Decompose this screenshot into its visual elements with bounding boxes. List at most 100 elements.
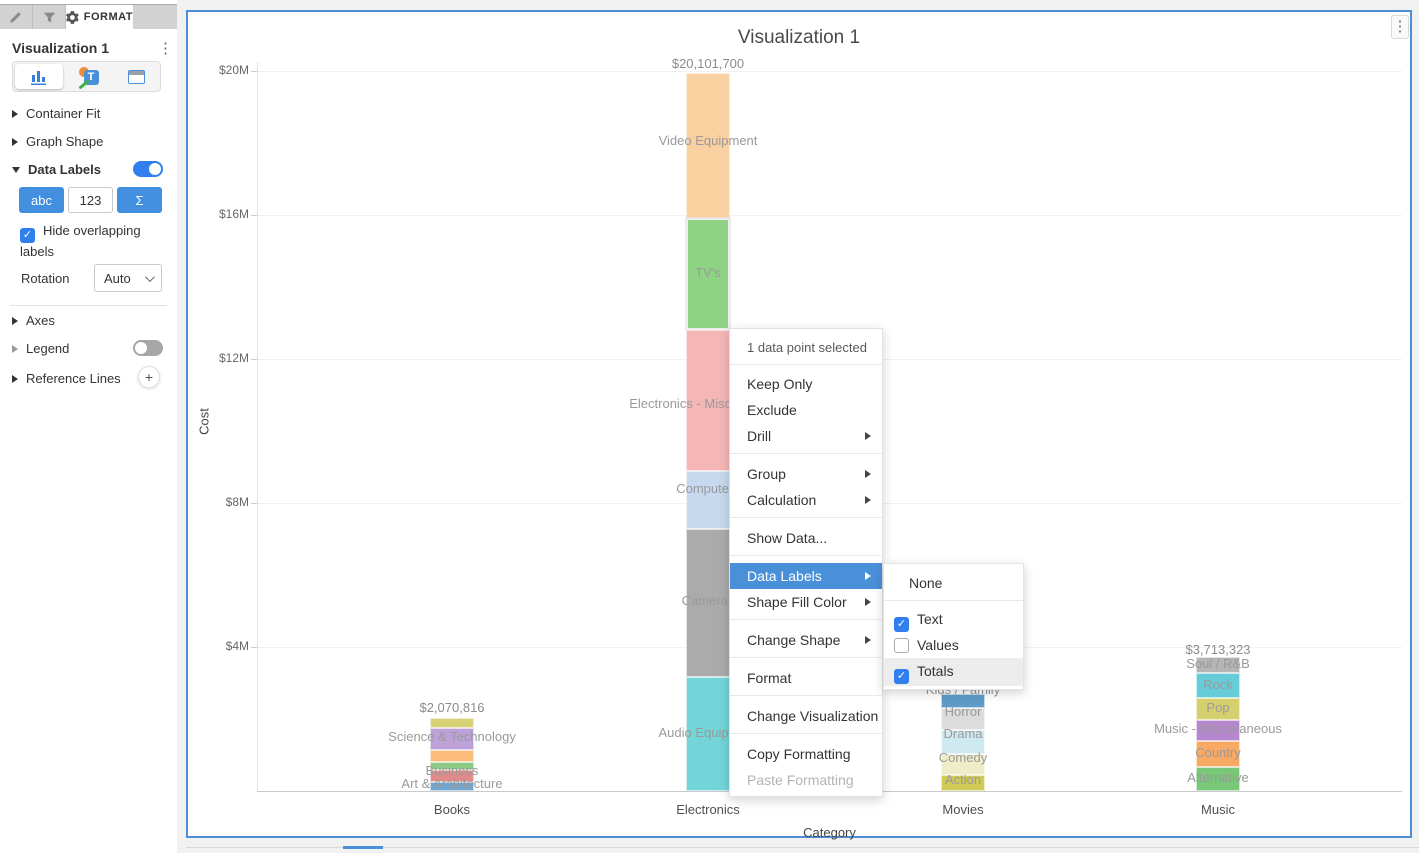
tick-mark: [251, 647, 257, 648]
values-checkbox[interactable]: [894, 638, 909, 653]
submenu-item-label: Totals: [917, 663, 954, 679]
text-checkbox[interactable]: ✓: [894, 617, 909, 632]
submenu-item-totals[interactable]: ✓ Totals: [884, 658, 1023, 686]
labels-totals-button[interactable]: Σ: [117, 187, 162, 213]
menu-item-calculation[interactable]: Calculation: [730, 487, 882, 513]
context-menu: 1 data point selected Keep Only Exclude …: [729, 328, 883, 797]
labels-text-button[interactable]: abc: [19, 187, 64, 213]
bar-segment-books-science[interactable]: [430, 728, 474, 750]
bar-segment-books-5[interactable]: [430, 718, 474, 728]
bar-chart-icon: [30, 70, 46, 85]
total-label-books: $2,070,816: [419, 700, 485, 715]
bar-segment-movies-comedy[interactable]: [941, 754, 985, 775]
bar-segment-music-pop[interactable]: [1196, 698, 1240, 720]
bar-segment-electronics-tvs-selected[interactable]: [686, 218, 730, 330]
submenu-item-none[interactable]: None: [909, 575, 943, 591]
bar-segment-electronics-computers[interactable]: [686, 471, 730, 529]
bar-segment-books-3[interactable]: [430, 762, 474, 770]
chevron-down-icon: [144, 271, 155, 282]
bar-segment-music-misc[interactable]: [1196, 720, 1240, 741]
menu-item-group[interactable]: Group: [730, 461, 882, 487]
segment-label: Pop: [1206, 700, 1230, 715]
segment-label: Alternative: [1187, 770, 1249, 785]
menu-item-label: Group: [747, 466, 786, 482]
segment-label: Comedy: [938, 750, 988, 765]
menu-item-drill[interactable]: Drill: [730, 423, 882, 449]
menu-item-data-labels[interactable]: Data Labels: [730, 563, 882, 589]
rotation-dropdown[interactable]: Auto: [94, 264, 162, 292]
container-style-button[interactable]: [112, 62, 160, 91]
tab-format[interactable]: FORMAT: [66, 5, 133, 29]
separator: [730, 657, 882, 658]
chart-style-button[interactable]: [15, 64, 63, 89]
menu-item-label: Drill: [747, 428, 772, 444]
panel-kebab-menu-icon[interactable]: ⋮: [158, 40, 173, 57]
bar-segment-movies-drama[interactable]: [941, 730, 985, 754]
bar-segment-electronics-cameras[interactable]: [686, 529, 730, 677]
bar-segment-movies-kids[interactable]: [941, 694, 985, 708]
menu-item-change-visualization[interactable]: Change Visualization: [747, 708, 879, 724]
submenu-item-label: Values: [917, 637, 959, 653]
section-data-labels[interactable]: Data Labels: [12, 162, 101, 177]
bottom-scrollbar-thumb[interactable]: [343, 846, 383, 849]
section-label: Container Fit: [26, 106, 101, 121]
segment-label: Video Equipment: [658, 133, 758, 148]
separator: [10, 305, 167, 306]
section-axes[interactable]: Axes: [12, 313, 55, 328]
separator: [730, 555, 882, 556]
bar-segment-music-country[interactable]: [1196, 741, 1240, 767]
menu-item-format[interactable]: Format: [747, 670, 792, 686]
rotation-value: Auto: [104, 270, 131, 286]
bar-segment-books-art[interactable]: [430, 782, 474, 791]
y-tick: $16M: [218, 207, 249, 221]
bar-segment-music-rock[interactable]: [1196, 673, 1240, 698]
bar-segment-music-soul[interactable]: [1196, 657, 1240, 673]
segment-label: Science & Technology: [388, 729, 516, 744]
tab-filter[interactable]: [33, 5, 66, 29]
totals-checkbox[interactable]: ✓: [894, 669, 909, 684]
menu-item-shape-fill-color[interactable]: Shape Fill Color: [730, 589, 882, 615]
menu-item-change-shape[interactable]: Change Shape: [730, 627, 882, 653]
context-menu-header: 1 data point selected: [747, 340, 867, 355]
separator: [730, 733, 882, 734]
panel-title: Visualization 1: [12, 40, 109, 56]
submenu-item-text[interactable]: ✓ Text: [884, 606, 1023, 632]
menu-item-exclude[interactable]: Exclude: [747, 402, 797, 418]
bar-segment-movies-action[interactable]: [941, 775, 985, 791]
bar-segment-music-alternative[interactable]: [1196, 767, 1240, 791]
separator: [730, 619, 882, 620]
bar-segment-books-business[interactable]: [430, 770, 474, 782]
separator: [730, 453, 882, 454]
segment-label: Art & Architecture: [401, 776, 503, 791]
hide-overlapping-checkbox[interactable]: ✓: [20, 228, 35, 243]
tab-edit[interactable]: [0, 5, 33, 29]
x-category-books: Books: [433, 802, 471, 817]
data-labels-toggle[interactable]: [133, 161, 163, 177]
gridline: [257, 215, 1402, 216]
container-icon: [127, 69, 145, 84]
menu-item-copy-formatting[interactable]: Copy Formatting: [747, 746, 851, 762]
section-graph-shape[interactable]: Graph Shape: [12, 134, 103, 149]
text-style-button[interactable]: T: [65, 62, 113, 91]
visualization-kebab-button[interactable]: ⋮: [1391, 15, 1409, 39]
bar-segment-movies-horror[interactable]: [941, 708, 985, 730]
bar-segment-electronics-audio[interactable]: [686, 677, 730, 791]
section-legend[interactable]: Legend: [12, 341, 69, 356]
section-reference-lines[interactable]: Reference Lines: [12, 371, 121, 386]
menu-item-show-data[interactable]: Show Data...: [747, 530, 828, 546]
hide-overlapping-row: ✓ Hide overlapping labels: [20, 222, 155, 261]
y-axis-line: [257, 62, 258, 792]
submenu-item-values[interactable]: Values: [884, 632, 1023, 658]
legend-toggle[interactable]: [133, 340, 163, 356]
add-reference-line-button[interactable]: +: [138, 366, 160, 388]
menu-item-paste-formatting[interactable]: Paste Formatting: [747, 772, 854, 788]
bar-segment-electronics-video[interactable]: [686, 73, 730, 218]
chevron-right-icon: [12, 109, 18, 118]
kebab-icon: ⋮: [1392, 18, 1408, 35]
labels-values-button[interactable]: 123: [68, 187, 113, 213]
section-container-fit[interactable]: Container Fit: [12, 106, 100, 121]
bar-segment-books-4[interactable]: [430, 750, 474, 762]
segment-label: Music - Miscellaneous: [1154, 721, 1282, 736]
menu-item-keep-only[interactable]: Keep Only: [747, 376, 813, 392]
bottom-scrollbar-track: [186, 847, 1419, 848]
